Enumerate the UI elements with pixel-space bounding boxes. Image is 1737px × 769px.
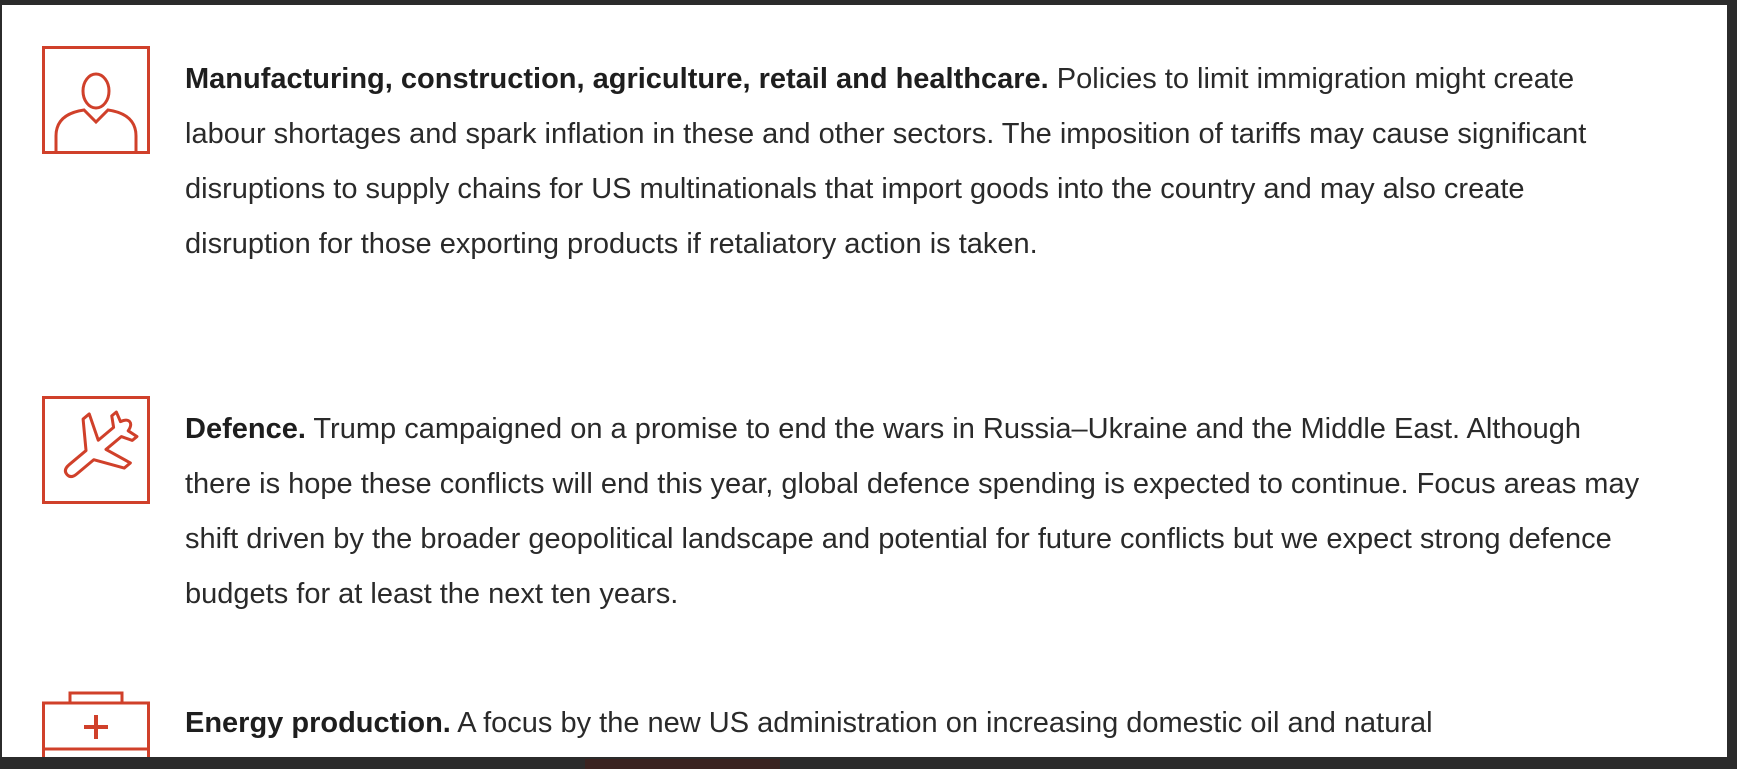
item-heading: Manufacturing, construction, agriculture… — [185, 63, 1049, 95]
item-text: Defence. Trump campaigned on a promise t… — [185, 402, 1655, 622]
item-body: Trump campaigned on a promise to end the… — [185, 413, 1640, 610]
item-text: Energy production. A focus by the new US… — [185, 696, 1655, 751]
document-page: Manufacturing, construction, agriculture… — [2, 5, 1727, 757]
item-body: Policies to limit immigration might crea… — [185, 63, 1587, 260]
first-aid-kit-icon — [42, 691, 150, 757]
item-body: A focus by the new US administration on … — [450, 707, 1433, 739]
item-text: Manufacturing, construction, agriculture… — [185, 52, 1655, 272]
item-heading: Defence. — [185, 413, 306, 445]
viewer-right-edge — [1727, 0, 1737, 769]
airplane-icon — [42, 396, 150, 504]
person-icon — [42, 46, 150, 154]
next-page-peek — [585, 759, 780, 769]
viewer-bottom-edge — [0, 757, 1737, 769]
item-heading: Energy production. — [185, 707, 451, 739]
